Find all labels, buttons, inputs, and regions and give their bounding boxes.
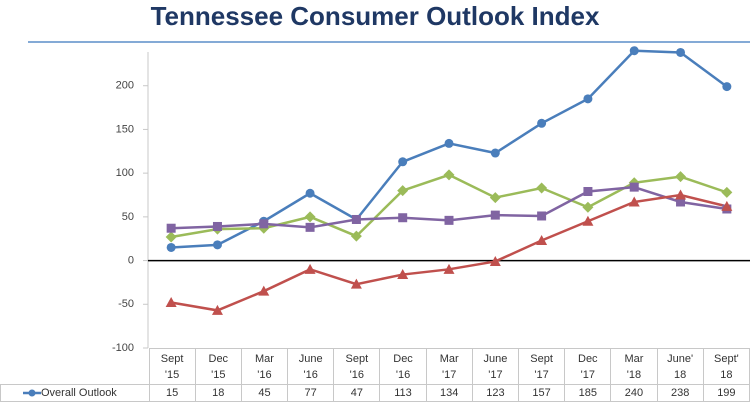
category-label: Sept '17 [517,348,566,385]
series-line [170,193,728,312]
point [489,255,501,266]
point [536,234,548,245]
table-value: 18 [194,384,242,402]
point [537,118,547,128]
point [304,211,316,223]
point [629,182,639,192]
point [443,169,455,181]
point [304,263,316,274]
point [721,186,733,198]
point [398,157,408,167]
category-label: June '17 [471,348,520,385]
point [537,211,547,221]
point [211,304,223,315]
point [490,210,500,220]
data-table: Sept '15 Dec '15 Mar '16 June '16 Sept '16 De… [0,348,750,402]
point [212,240,222,250]
point [397,185,409,197]
point [490,148,500,158]
table-value: 113 [379,384,427,402]
point [398,213,408,223]
legend-entry: Overall Outlook [0,384,150,402]
point [721,200,733,211]
table-value: 240 [610,384,658,402]
point [165,297,177,308]
y-tick-label: -100 [112,342,134,354]
point [350,230,362,242]
series-line [170,173,728,239]
point [676,197,686,207]
category-label: Mar '17 [425,348,473,385]
category-label: Dec '17 [564,348,612,385]
y-tick-label: 50 [122,211,134,223]
point [351,214,361,224]
point [582,215,594,226]
corner [1,349,150,385]
point [676,47,686,57]
point [444,215,454,225]
table-value: 77 [287,384,335,402]
point [722,82,732,92]
point [583,94,593,104]
table-value: 45 [240,384,289,402]
point [166,223,176,233]
category-label: June' 18 [656,348,704,385]
table-value: 123 [471,384,520,402]
table-value: 47 [333,384,381,402]
point [583,187,593,197]
point [305,222,315,232]
point [212,221,222,231]
category-label: Sept' 18 [702,348,750,385]
y-tick-label: 0 [128,254,134,266]
category-label: Sept '16 [333,348,381,385]
table-value: 185 [564,384,612,402]
legend-label: Overall Outlook [41,387,117,399]
point [582,201,594,213]
chart-title: Tennessee Consumer Outlook Index [151,1,600,31]
point [350,278,362,289]
y-tick-label: 150 [116,123,134,135]
point [259,219,269,229]
y-tick-label: 100 [116,167,134,179]
y-tick-label: 200 [116,80,134,92]
category-label: Dec '16 [379,348,427,385]
legend-marker [23,389,41,397]
point [258,285,270,296]
table-value: 15 [148,384,196,402]
point [675,189,687,200]
category-label: June '16 [287,348,335,385]
category-label: Dec '15 [194,348,242,385]
category-label: Sept '15 [148,348,196,385]
point [166,242,176,252]
point [443,263,455,274]
point [305,188,315,198]
point [629,46,639,56]
table-value: 134 [425,384,473,402]
point [444,138,454,148]
table-value: 157 [517,384,566,402]
category-label: Mar '16 [240,348,289,385]
point [489,192,501,204]
point [397,269,409,280]
table-value: 199 [702,384,750,402]
point [536,182,548,194]
y-tick-label: -50 [118,298,134,310]
table-value: 238 [656,384,704,402]
category-label: Mar '18 [610,348,658,385]
point [165,231,177,243]
point [628,196,640,207]
point [675,171,687,183]
